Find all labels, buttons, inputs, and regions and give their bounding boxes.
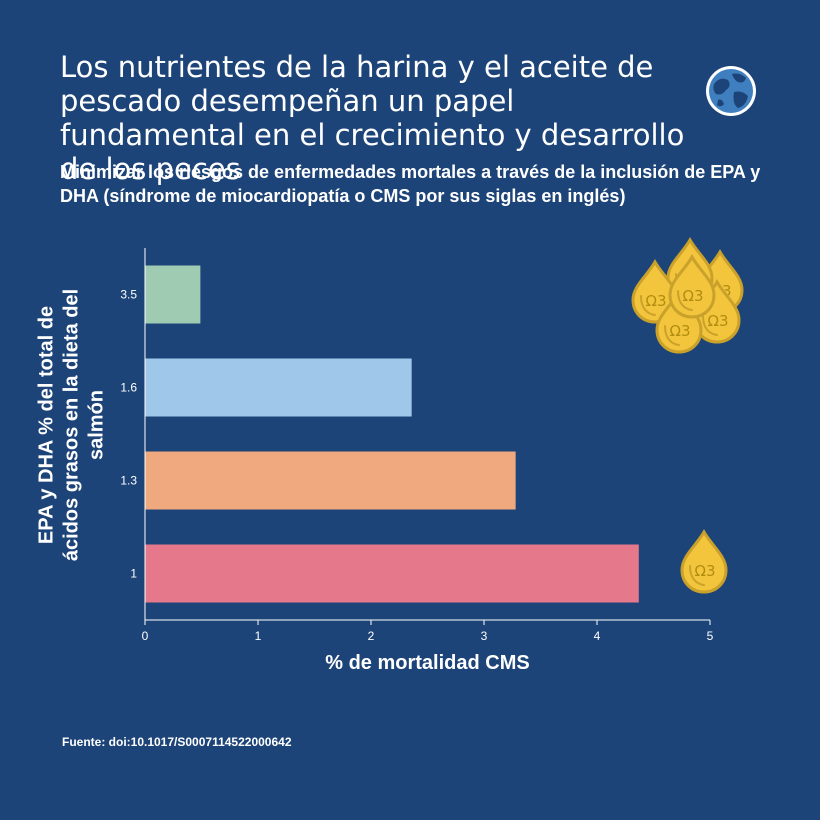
bar-3-5 [145,265,201,324]
svg-text:Ω3: Ω3 [645,292,666,310]
omega3-drop-icon: Ω3 [655,288,703,354]
x-tick-label: 2 [368,629,375,643]
omega3-decoration: Ω3Ω3Ω3Ω3Ω3Ω3Ω3 [631,236,744,594]
page-title: Los nutrientes de la harina y el aceite … [60,50,685,186]
bar-1 [145,544,639,603]
svg-text:Ω3: Ω3 [694,562,715,580]
x-tick-label: 3 [481,629,488,643]
source-citation: Fuente: doi:10.1017/S0007114522000642 [62,735,292,749]
x-tick-label: 5 [707,629,714,643]
svg-text:Ω3: Ω3 [682,287,703,305]
x-tick-label: 4 [594,629,601,643]
x-tick-label: 0 [142,629,149,643]
bar-1-6 [145,358,412,417]
globe-icon [706,66,756,116]
y-tick-label: 1.6 [120,381,137,395]
bar-1-3 [145,451,516,510]
y-tick-label: 1 [130,567,137,581]
x-tick-label: 1 [255,629,262,643]
x-axis-label: % de mortalidad CMS [325,652,530,674]
svg-text:Ω3: Ω3 [707,312,728,330]
y-tick-label: 3.5 [120,288,137,302]
chart-subtitle: Minimizar los riesgos de enfermedades mo… [60,162,761,206]
omega3-drop-icon: Ω3 [668,253,716,319]
omega3-drop-icon: Ω3 [680,528,728,594]
y-tick-label: 1.3 [120,474,137,488]
svg-text:Ω3: Ω3 [669,322,690,340]
y-axis-label: EPA y DHA % del total de ácidos grasos e… [35,288,108,562]
